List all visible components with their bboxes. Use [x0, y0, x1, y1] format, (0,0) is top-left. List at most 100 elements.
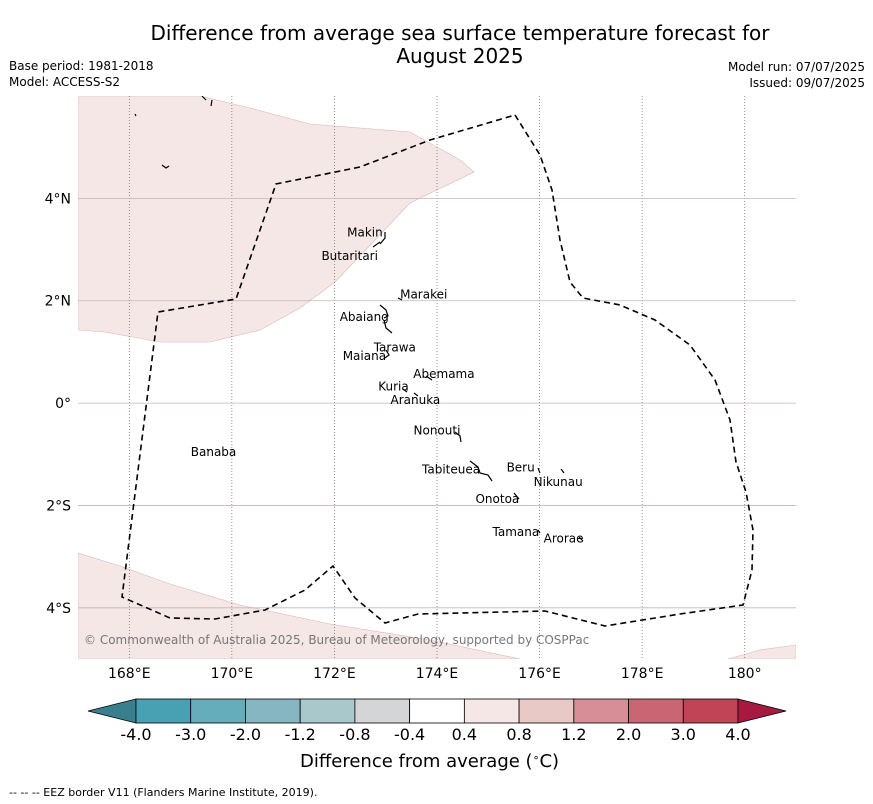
base-period-label: Base period: 1981-2018 — [9, 59, 154, 73]
lon-tick-label: 168°E — [108, 666, 151, 682]
island-label-marakei: Marakei — [400, 288, 447, 302]
colorbar-tick-label: -0.4 — [394, 725, 425, 744]
colorbar-title-unit: C) — [539, 751, 560, 772]
colorbar-segment — [354, 698, 411, 724]
atoll-aranuka — [413, 392, 419, 397]
island-label-nikunau: Nikunau — [534, 475, 583, 489]
colorbar-segment — [463, 698, 520, 724]
footer-note: -- -- -- EEZ border V11 (Flanders Marine… — [9, 786, 318, 799]
colorbar-segment — [573, 698, 629, 724]
lon-tick-label: 176°E — [518, 666, 561, 682]
atoll-beru — [537, 467, 541, 474]
island-label-kuria: Kuria — [378, 379, 409, 393]
colorbar-segment — [190, 698, 246, 724]
lat-tick-label: 4°N — [45, 191, 71, 207]
colorbar-tick-label: 3.0 — [671, 725, 696, 744]
copyright-text: © Commonwealth of Australia 2025, Bureau… — [84, 633, 589, 647]
lon-tick-label: 178°E — [621, 666, 664, 682]
colorbar-tick-labels: -4.0 -3.0 -2.0 -1.2 -0.8 -0.4 0.4 0.8 1.2 2.0 3.0 4… — [120, 725, 750, 744]
map-area: Makin Butaritari Marakei Abaiang TarawaMaian… — [78, 96, 796, 659]
axis-labels: 168°E 170°E 172°E 174°E 176°E 178°E 180° 4°N 2°N… — [45, 191, 762, 682]
island-label-makin: Makin — [347, 225, 383, 239]
colorbar-segment — [135, 698, 192, 724]
atoll-north-1 — [134, 113, 137, 117]
atoll-abemama — [425, 375, 433, 381]
atoll-makin — [379, 232, 386, 245]
atoll-arorae — [578, 536, 584, 542]
atoll-marakei — [397, 297, 403, 301]
atoll-abaiang — [379, 304, 389, 319]
positive-anomaly-region-southeast — [727, 644, 796, 659]
atoll-tamana — [537, 529, 541, 534]
colorbar-segment — [409, 698, 465, 724]
positive-anomaly-region-north — [78, 96, 475, 343]
colorbar-segment — [245, 698, 301, 724]
lon-tick-label: 180° — [728, 666, 762, 682]
island-label-tabiteuea: Tabiteuea — [421, 463, 480, 477]
colorbar-tick-label: 0.8 — [506, 725, 531, 744]
atoll-north-3 — [201, 96, 213, 107]
lon-tick-label: 170°E — [211, 666, 254, 682]
colorbar-over-arrow — [737, 698, 787, 724]
colorbar-tick-label: -3.0 — [175, 725, 206, 744]
island-label-butaritari: Butaritari — [321, 249, 378, 263]
colorbar-tick-label: -0.8 — [339, 725, 370, 744]
atoll-outlines — [134, 96, 584, 542]
island-label-arorae: Arorae — [544, 532, 584, 546]
lat-tick-label: 2°N — [45, 294, 71, 310]
island-label-abemama: Abemama — [413, 367, 474, 381]
island-label-abaiang: Abaiang — [340, 310, 389, 324]
atoll-kuria — [402, 388, 408, 393]
positive-anomaly-region-south — [78, 552, 521, 659]
colorbar-segment — [518, 698, 575, 724]
island-labels: Makin Butaritari Marakei Abaiang TarawaMaian… — [191, 225, 584, 545]
colorbar-title: Difference from average (∘C) — [300, 751, 559, 772]
island-label-onotoa: Onotoa — [475, 492, 519, 506]
issued-label: Issued: 09/07/2025 — [749, 76, 865, 90]
map: Makin Butaritari Marakei Abaiang TarawaMaian… — [45, 96, 796, 682]
colorbar-segment — [299, 698, 356, 724]
lon-tick-label: 174°E — [416, 666, 459, 682]
atoll-tarawa — [383, 319, 393, 334]
lat-tick-label: 2°S — [46, 498, 71, 514]
title-line-1: Difference from average sea surface temp… — [150, 21, 770, 45]
model-run-label: Model run: 07/07/2025 — [727, 60, 865, 74]
atoll-butaritari — [372, 241, 381, 248]
degree-symbol: ∘ — [532, 751, 540, 764]
island-label-tamana: Tamana — [492, 525, 540, 539]
island-label-aranuka: Aranuka — [390, 393, 440, 407]
lat-tick-label: 0° — [55, 396, 71, 412]
colorbar-segment — [682, 698, 739, 724]
colorbar-tick-label: -1.2 — [285, 725, 316, 744]
island-label-nonouti: Nonouti — [414, 423, 461, 437]
lon-tick-label: 172°E — [313, 666, 356, 682]
colorbar-tick-label: 4.0 — [725, 725, 750, 744]
island-label-banaba: Banaba — [191, 445, 237, 459]
colorbar-tick-label: 2.0 — [616, 725, 641, 744]
page-title: Difference from average sea surface temp… — [0, 22, 873, 68]
atoll-onotoa — [513, 492, 520, 500]
model-label: Model: ACCESS-S2 — [9, 75, 121, 89]
gridlines — [78, 96, 796, 659]
colorbar-under-arrow — [87, 698, 137, 724]
meta-right: Model run: 07/07/2025 Issued: 09/07/2025 — [728, 59, 865, 91]
colorbar-segment — [628, 698, 684, 724]
atoll-north-2 — [161, 164, 170, 169]
colorbar-tick-label: 0.4 — [452, 725, 477, 744]
atoll-tabiteuea — [469, 460, 493, 482]
meta-left: Base period: 1981-2018 Model: ACCESS-S2 — [9, 58, 154, 90]
atoll-nonouti — [454, 431, 462, 443]
colorbar-tick-label: -2.0 — [230, 725, 261, 744]
island-label-tarawa: Tarawa — [373, 340, 416, 354]
colorbar-segments — [87, 698, 787, 724]
colorbar-tick-label: -4.0 — [120, 725, 151, 744]
island-label-maiana: Maiana — [343, 349, 386, 363]
atoll-banaba — [206, 448, 210, 452]
colorbar-title-text: Difference from average ( — [300, 751, 533, 772]
colorbar-tick-label: 1.2 — [561, 725, 586, 744]
eez-border — [121, 114, 754, 627]
lat-tick-label: 4°S — [46, 601, 71, 617]
title-line-2: August 2025 — [396, 44, 524, 68]
island-label-beru: Beru — [507, 461, 535, 475]
